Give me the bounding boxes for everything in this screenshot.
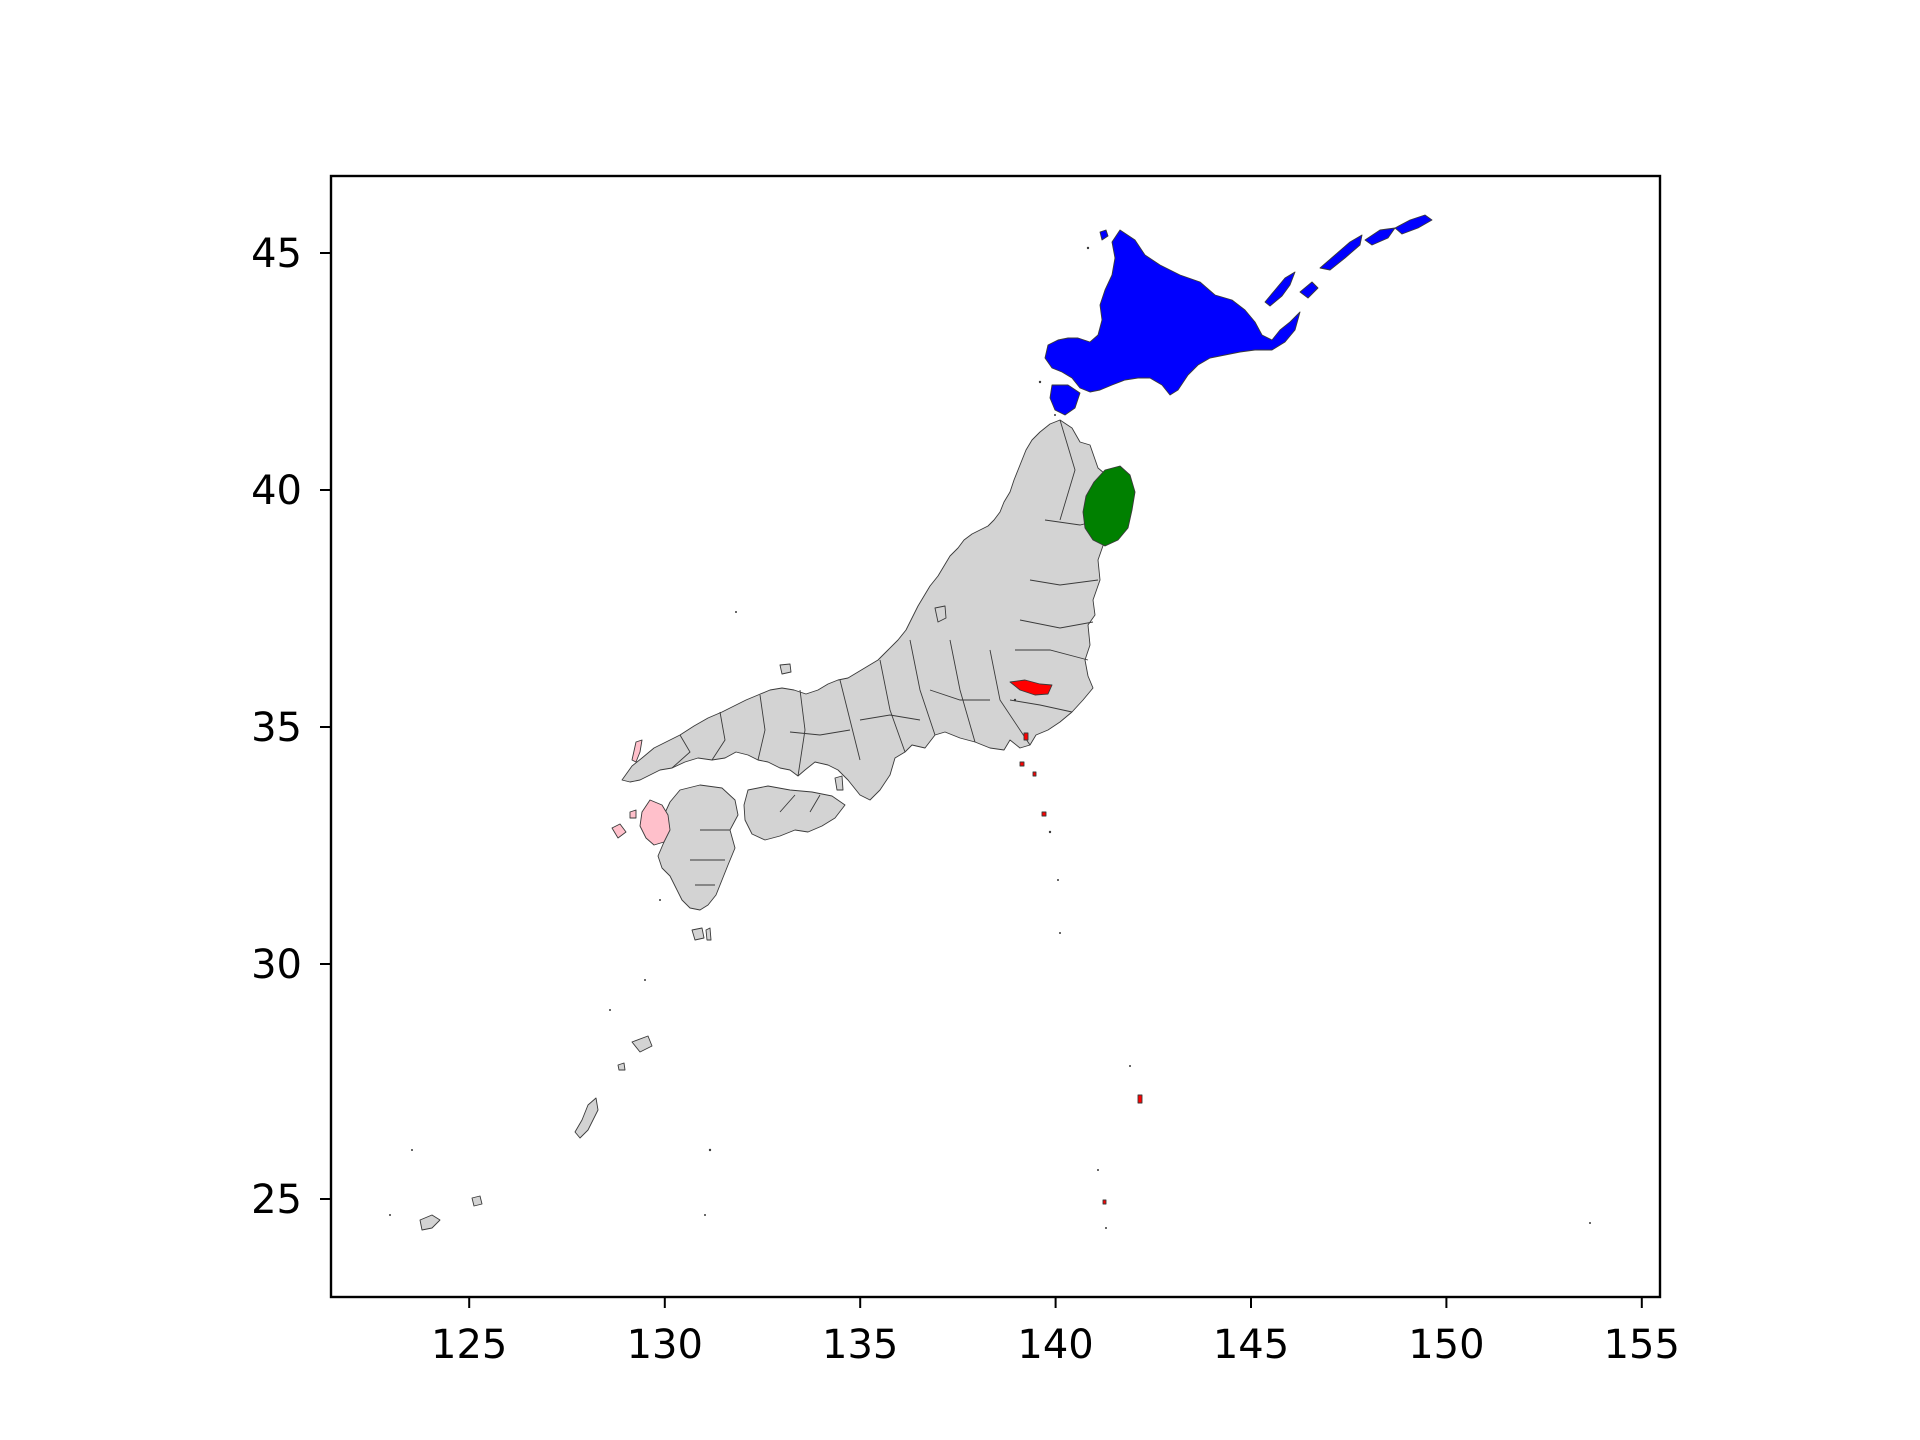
hachijo-island	[1041, 811, 1047, 817]
yakushima-island	[691, 927, 705, 941]
x-tick-label: 125	[431, 1322, 507, 1368]
miyako-island	[471, 1195, 483, 1207]
x-tick-135: 135	[822, 1297, 898, 1368]
kuril-island-5	[1394, 214, 1433, 235]
x-tick-label: 155	[1604, 1322, 1680, 1368]
island-dot	[735, 611, 737, 613]
island-dot	[1105, 1227, 1107, 1229]
x-tick-label: 140	[1017, 1322, 1093, 1368]
tokyo-region	[1009, 679, 1143, 1205]
x-tick-130: 130	[627, 1297, 703, 1368]
x-tick-label: 135	[822, 1322, 898, 1368]
hokkaido-region	[1044, 214, 1433, 416]
y-tick-45: 45	[251, 231, 331, 277]
base-land	[621, 419, 1113, 911]
axes-frame	[329, 174, 1662, 1299]
small-islands	[419, 605, 947, 1231]
shikoku-landmass	[743, 785, 846, 841]
island-dot	[1048, 830, 1052, 834]
x-tick-145: 145	[1213, 1297, 1289, 1368]
x-tick-label: 150	[1408, 1322, 1484, 1368]
island-dot	[1013, 698, 1017, 702]
rishiri-island	[1099, 229, 1109, 241]
goto-island	[611, 823, 627, 839]
y-tick-30: 30	[251, 942, 331, 988]
kuril-island-4	[1364, 227, 1396, 246]
ogasawara-island-1	[1137, 1094, 1143, 1104]
island-dot	[708, 1148, 712, 1152]
hokkaido-south-peninsula	[1049, 384, 1081, 416]
kuril-island-3	[1319, 234, 1363, 271]
x-axis: 125 130 135 140 145 150 155	[431, 1297, 1680, 1368]
awaji-island	[834, 775, 844, 791]
izu-island-1	[1023, 732, 1029, 741]
izu-island-2	[1019, 761, 1025, 767]
island-dot	[644, 979, 646, 981]
y-tick-35: 35	[251, 705, 331, 751]
iwate-prefecture	[1082, 465, 1136, 547]
y-tick-label: 35	[251, 705, 302, 751]
x-tick-label: 130	[627, 1322, 703, 1368]
island-dot	[1097, 1169, 1099, 1171]
okinawa-island	[574, 1097, 599, 1139]
hokkaido-landmass	[1044, 229, 1301, 396]
island-dot	[1086, 246, 1090, 250]
prefecture-borders	[671, 419, 1101, 886]
x-tick-150: 150	[1408, 1297, 1485, 1368]
island-dot	[1054, 414, 1056, 416]
sado-island	[934, 605, 947, 623]
ishigaki-island	[419, 1214, 441, 1231]
y-tick-label: 45	[251, 231, 302, 277]
amami-island	[631, 1035, 653, 1053]
island-dot	[1589, 1222, 1591, 1224]
y-tick-40: 40	[251, 468, 331, 514]
y-axis: 25 30 35 40 45	[251, 231, 331, 1223]
island-dot	[1129, 1065, 1131, 1067]
x-tick-label: 145	[1213, 1322, 1289, 1368]
iki-island	[629, 809, 637, 819]
island-dot	[389, 1214, 391, 1216]
x-tick-125: 125	[431, 1297, 507, 1368]
island-dot	[1059, 932, 1061, 934]
y-tick-label: 30	[251, 942, 302, 988]
nagasaki-region	[611, 739, 671, 846]
tsushima-island	[631, 739, 643, 763]
nagasaki-mainland	[639, 799, 671, 846]
y-tick-label: 25	[251, 1177, 302, 1223]
honshu-landmass	[621, 419, 1113, 801]
island-dot	[1038, 380, 1042, 384]
island-dot	[609, 1009, 611, 1011]
island-dot	[659, 899, 661, 901]
ogasawara-island-2	[1102, 1199, 1107, 1205]
y-tick-25: 25	[251, 1177, 331, 1223]
y-tick-label: 40	[251, 468, 302, 514]
tiny-island-dots	[389, 246, 1591, 1229]
island-dot	[411, 1149, 413, 1151]
oki-island	[779, 663, 792, 675]
tokuno-island	[617, 1062, 626, 1071]
izu-island-3	[1032, 771, 1037, 777]
x-tick-140: 140	[1017, 1297, 1094, 1368]
kuril-island-2	[1299, 281, 1319, 299]
island-dot	[1057, 879, 1059, 881]
island-dot	[704, 1214, 706, 1216]
kuril-island-1	[1264, 271, 1296, 307]
x-tick-155: 155	[1604, 1297, 1680, 1368]
tanega-island	[705, 927, 712, 941]
plot-area	[331, 176, 1660, 1297]
tokyo-mainland	[1009, 679, 1053, 696]
